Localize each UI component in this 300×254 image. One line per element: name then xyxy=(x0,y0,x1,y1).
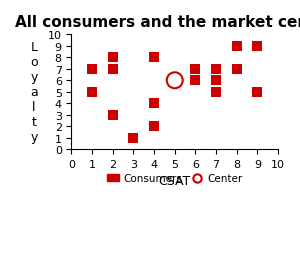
Point xyxy=(193,79,198,83)
Point xyxy=(214,79,218,83)
Point xyxy=(110,113,115,117)
Point xyxy=(110,56,115,60)
Point xyxy=(193,68,198,72)
X-axis label: CSAT: CSAT xyxy=(159,175,191,188)
Point xyxy=(110,68,115,72)
Point xyxy=(214,90,218,94)
Y-axis label: L
o
y
a
l
t
y: L o y a l t y xyxy=(30,41,38,144)
Point xyxy=(90,90,94,94)
Point xyxy=(131,136,136,140)
Title: All consumers and the market center: All consumers and the market center xyxy=(16,15,300,30)
Point xyxy=(234,45,239,49)
Point xyxy=(255,90,260,94)
Point xyxy=(255,45,260,49)
Point xyxy=(152,125,157,129)
Point xyxy=(152,102,157,106)
Point xyxy=(234,68,239,72)
Legend: Consumers, Center: Consumers, Center xyxy=(103,170,247,188)
Point xyxy=(172,79,177,83)
Point xyxy=(152,56,157,60)
Point xyxy=(90,68,94,72)
Point xyxy=(214,68,218,72)
